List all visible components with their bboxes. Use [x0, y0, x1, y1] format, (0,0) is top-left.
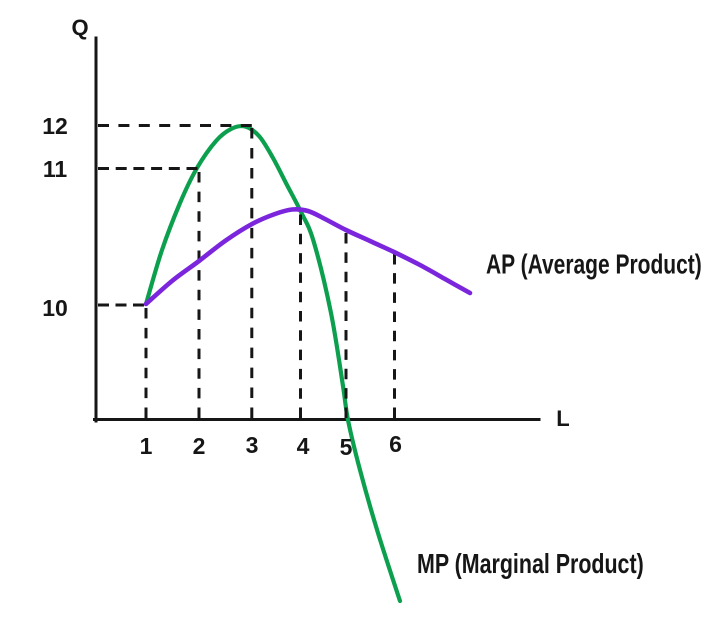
x-axis-title: L	[556, 406, 569, 431]
x-tick-label-5: 5	[340, 434, 353, 460]
ap-curve-label: AP (Average Product)	[486, 250, 702, 281]
x-tick-label-1: 1	[140, 433, 153, 459]
y-tick-label-11: 11	[43, 156, 68, 182]
x-tick-label-2: 2	[193, 433, 206, 459]
y-tick-label-12: 12	[42, 113, 68, 139]
x-tick-label-6: 6	[389, 431, 402, 457]
y-axis-title: Q	[71, 15, 88, 40]
mp-curve	[143, 123, 403, 604]
x-tick-label-4: 4	[297, 433, 310, 459]
mp-curve-label: MP (Marginal Product)	[417, 548, 644, 579]
ap-curve	[143, 206, 473, 307]
x-tick-label-3: 3	[246, 432, 259, 458]
y-tick-label-10: 10	[42, 295, 68, 321]
